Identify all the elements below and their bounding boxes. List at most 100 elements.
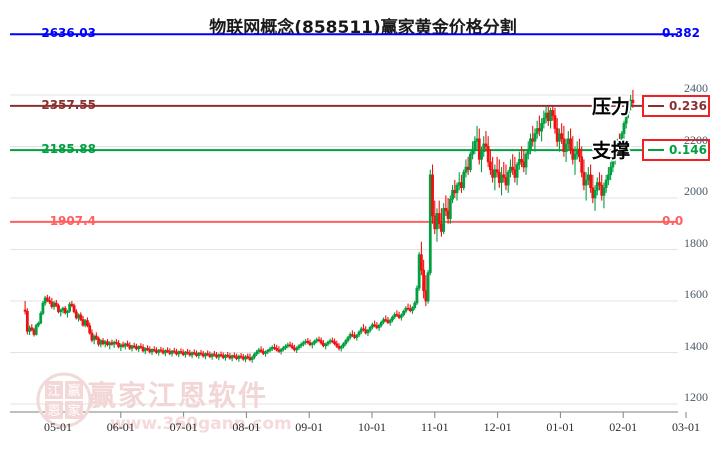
candle-body — [506, 171, 510, 186]
candle-body — [281, 347, 285, 350]
candle-body — [293, 347, 296, 351]
candle-body — [228, 355, 232, 359]
candle-body — [622, 123, 626, 134]
candle-body — [224, 354, 227, 358]
candle-body — [428, 174, 432, 273]
candle-body — [275, 348, 279, 351]
fib-price-label: 2636.03 — [41, 26, 96, 41]
x-axis-tick-label: 07-01 — [169, 420, 198, 434]
support-label: 支撑 — [592, 140, 631, 163]
candle-body — [106, 341, 109, 346]
candle-body — [600, 184, 604, 196]
candle-body — [52, 302, 56, 307]
candle-body — [631, 99, 635, 104]
candle-body — [179, 351, 183, 353]
candle-body — [45, 297, 49, 301]
candle-body — [399, 314, 403, 318]
candle-body — [188, 352, 192, 356]
candle-body — [190, 352, 194, 356]
candle-body — [270, 347, 274, 350]
candle-body — [355, 334, 359, 338]
x-axis-tick-label: 02-01 — [609, 420, 638, 434]
candle-body — [192, 352, 196, 354]
candle-body — [442, 208, 446, 232]
candle-body — [132, 345, 136, 348]
fib-price-label: 1907.4 — [49, 213, 96, 228]
candle-body — [417, 254, 421, 289]
candle-body — [549, 110, 552, 122]
candle-body — [433, 215, 437, 230]
candle-body — [92, 335, 96, 341]
candle-body — [288, 344, 292, 347]
candle-body — [72, 305, 76, 313]
candle-body — [57, 305, 60, 313]
candle-body — [114, 341, 118, 344]
candle-body — [571, 148, 575, 160]
candle-body — [261, 351, 265, 354]
candle-body — [589, 174, 592, 188]
candle-body — [339, 346, 343, 349]
candle-body — [197, 352, 201, 356]
candle-body — [348, 334, 352, 338]
candle-body — [346, 337, 350, 341]
candle-body — [215, 354, 218, 358]
candle-body — [502, 174, 506, 178]
candle-body — [297, 345, 301, 349]
candle-body — [239, 355, 243, 358]
candle-body — [246, 356, 250, 358]
x-axis-tick-label: 01-01 — [546, 420, 575, 434]
candle-body — [419, 254, 423, 271]
candle-body — [97, 338, 100, 345]
candle-body — [350, 334, 354, 336]
candle-body — [48, 300, 52, 303]
candle-body — [397, 315, 401, 318]
candle-body — [54, 302, 58, 306]
candle-body — [244, 356, 247, 360]
candle-body — [431, 174, 434, 217]
candle-body — [157, 349, 161, 353]
candle-body — [264, 351, 267, 354]
candle-body — [195, 353, 198, 356]
candle-body — [386, 320, 390, 323]
candle-body — [181, 352, 185, 355]
x-axis-tick-label: 11-01 — [421, 420, 449, 434]
candle-body — [437, 213, 441, 225]
candle-body — [526, 148, 530, 155]
candle-body — [566, 138, 570, 145]
candle-body — [301, 342, 305, 345]
candle-body — [353, 335, 357, 338]
candle-body — [284, 346, 287, 349]
candle-body — [584, 179, 588, 186]
candle-body — [342, 343, 345, 347]
candle-body — [558, 133, 561, 142]
candle-body — [455, 184, 459, 194]
candle-body — [322, 342, 325, 347]
candle-body — [277, 349, 281, 352]
candle-body — [330, 340, 334, 342]
candle-body — [204, 353, 207, 357]
candle-body — [395, 314, 399, 316]
candle-body — [560, 133, 564, 140]
candle-body — [146, 348, 149, 350]
candle-body — [88, 325, 92, 334]
candle-body — [121, 344, 125, 347]
candle-body — [555, 128, 559, 142]
candle-body — [63, 307, 67, 314]
fib-ratio-box[interactable]: 0.236 — [642, 94, 710, 117]
fib-ratio-box[interactable]: 0.146 — [642, 139, 710, 162]
candle-body — [624, 112, 628, 124]
candle-body — [177, 351, 181, 355]
candle-body — [484, 143, 488, 147]
candle-body — [32, 329, 36, 335]
candle-body — [366, 330, 370, 334]
candle-body — [79, 314, 83, 320]
candle-body — [268, 348, 272, 351]
candle-body — [513, 169, 517, 178]
candle-body — [259, 349, 263, 352]
fib-ratio-value: 0.236 — [669, 98, 707, 113]
candle-body — [480, 151, 483, 160]
candlestick-series — [23, 89, 635, 363]
candle-body — [59, 309, 63, 313]
candle-body — [444, 208, 448, 212]
